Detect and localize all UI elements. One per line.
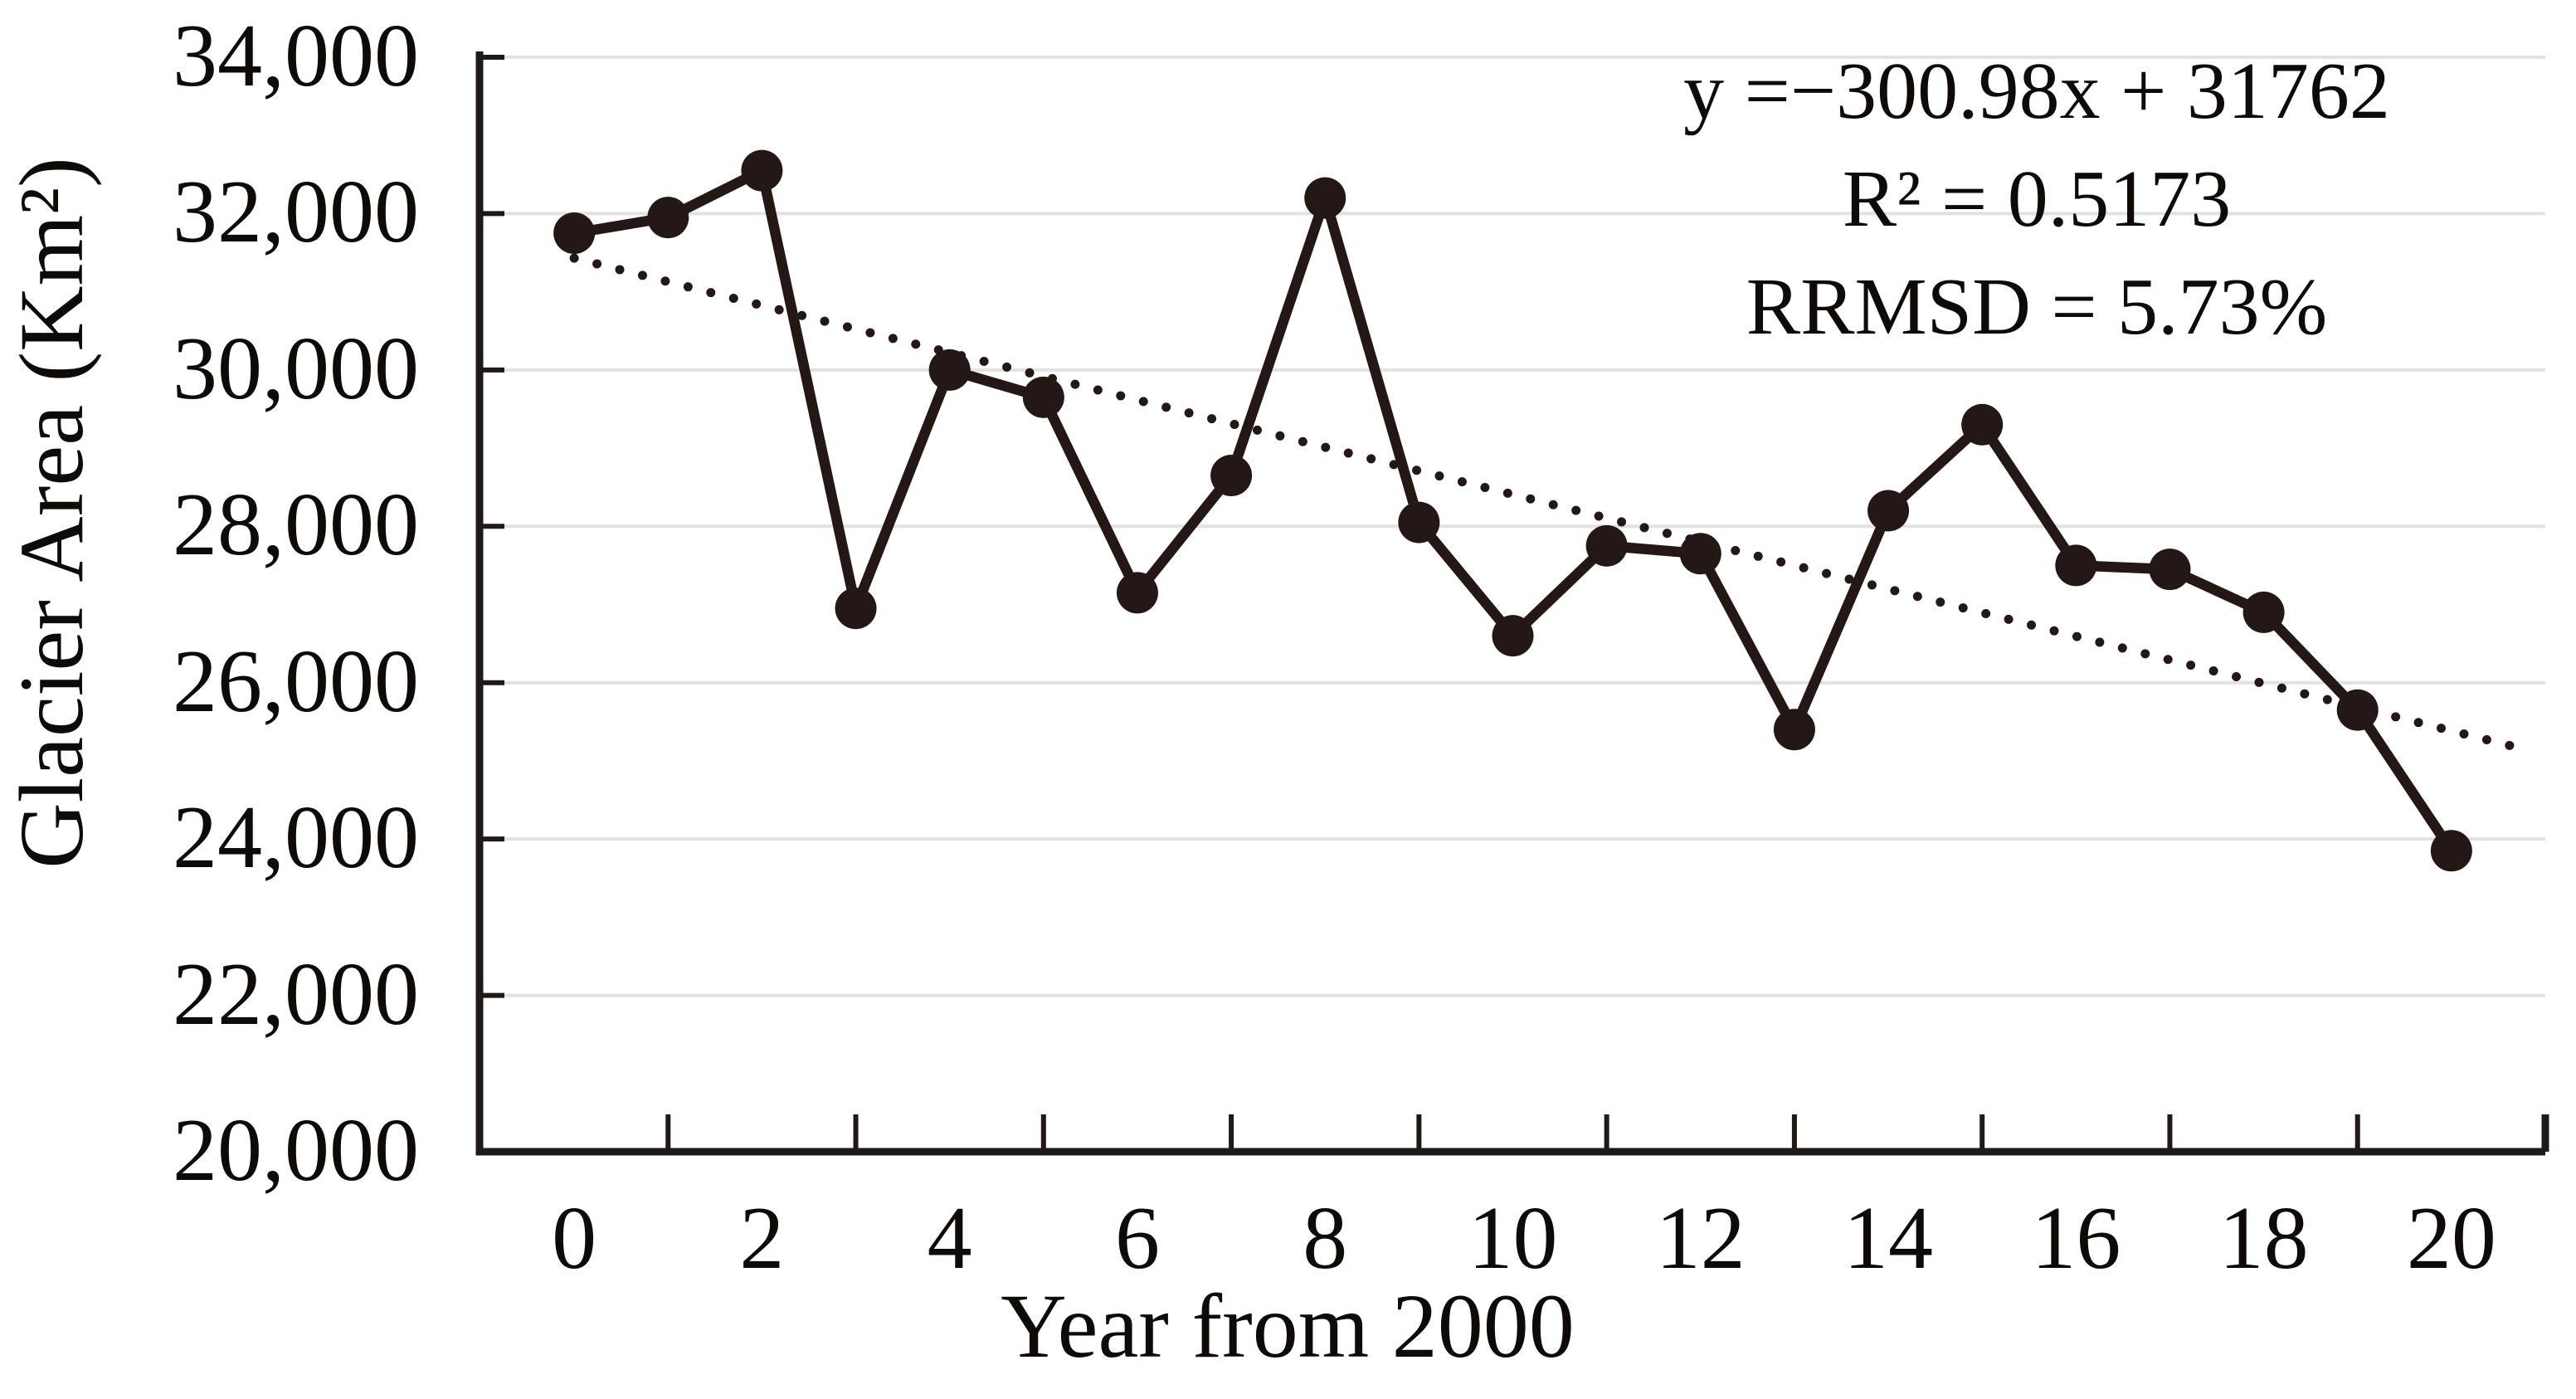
x-tick-label: 10: [1468, 1189, 1558, 1288]
y-tick-label: 30,000: [173, 319, 419, 418]
data-point-marker: [1398, 501, 1440, 544]
y-tick-label: 26,000: [173, 631, 419, 731]
rrmsd-value: RRMSD = 5.73%: [1746, 262, 2328, 352]
x-tick-label: 18: [2218, 1189, 2309, 1288]
y-tick-label: 22,000: [173, 944, 419, 1044]
data-point-marker: [1585, 524, 1628, 567]
data-point-marker: [2430, 830, 2472, 872]
data-point-marker: [553, 212, 596, 254]
data-point-marker: [741, 149, 783, 192]
trendline-annotation: y =−300.98x + 31762 R² = 0.5173 RRMSD = …: [1456, 37, 2576, 361]
trendline-dotted: [569, 253, 2536, 756]
trendline-equation: y =−300.98x + 31762: [1683, 46, 2390, 136]
data-point-marker: [1492, 615, 1534, 657]
x-tick-label: 0: [552, 1189, 597, 1288]
data-point-marker: [1773, 709, 1815, 751]
x-tick-label: 20: [2406, 1189, 2496, 1288]
data-point-marker: [1961, 403, 2004, 446]
data-point-marker: [835, 587, 877, 630]
y-tick-label: 34,000: [173, 7, 419, 105]
x-tick-label: 2: [739, 1189, 785, 1288]
x-tick-label: 6: [1114, 1189, 1160, 1288]
data-point-marker: [2149, 548, 2191, 591]
data-point-marker: [2336, 689, 2379, 731]
y-tick-label: 20,000: [173, 1101, 419, 1200]
x-tick-label: 14: [1843, 1189, 1934, 1288]
data-point-marker: [2055, 544, 2097, 587]
data-point-marker: [1304, 177, 1346, 219]
x-tick-label: 4: [927, 1189, 972, 1288]
y-tick-label: 32,000: [173, 163, 419, 262]
y-axis-title: Glacier Area (Km²): [1, 157, 102, 869]
x-tick-label: 8: [1303, 1189, 1348, 1288]
r-squared-value: R² = 0.5173: [1842, 154, 2232, 244]
y-tick-label: 28,000: [173, 475, 419, 575]
data-point-marker: [1210, 455, 1253, 497]
data-point-marker: [1867, 490, 1910, 532]
y-tick-label: 24,000: [173, 788, 419, 888]
data-point-marker: [647, 197, 689, 239]
x-axis-title: Year from 2000: [1001, 1275, 1575, 1377]
x-tick-label: 16: [2031, 1189, 2121, 1288]
data-point-marker: [1679, 533, 1721, 575]
x-tick-label: 12: [1655, 1189, 1746, 1288]
data-point-marker: [1116, 572, 1158, 614]
data-point-marker: [2242, 591, 2285, 633]
data-point-marker: [928, 349, 971, 391]
data-point-marker: [1022, 376, 1064, 418]
